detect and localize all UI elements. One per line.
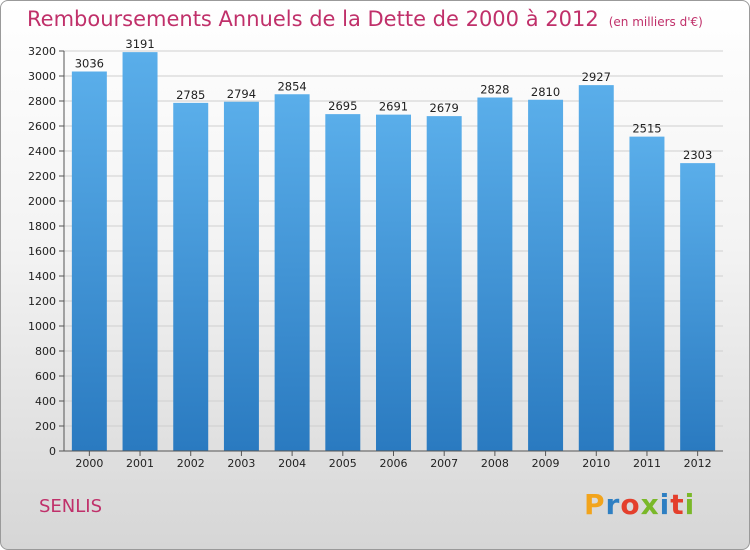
bar-2010 [578, 85, 614, 451]
y-tick-label: 2600 [28, 120, 56, 133]
data-label: 2785 [176, 88, 205, 102]
axes: 0 200 400 600 800 1000 1200 1400 1600 1800 2000 220… [28, 45, 723, 470]
y-tick-label: 2800 [28, 95, 56, 108]
bar-2006 [376, 114, 411, 451]
y-tick-label: 200 [35, 420, 56, 433]
bar-2005 [325, 114, 361, 451]
x-tick-label: 2009 [532, 457, 560, 470]
chart-title-text: Remboursements Annuels de la Dette de 20… [27, 7, 599, 31]
bar-2004 [274, 94, 310, 451]
data-label: 2695 [328, 99, 357, 113]
y-tick-label: 1800 [28, 220, 56, 233]
bar-2003 [223, 101, 259, 451]
y-tick-label: 3200 [28, 45, 56, 58]
x-tick-label: 2001 [126, 457, 154, 470]
y-tick-label: 600 [35, 370, 56, 383]
bars [71, 52, 716, 451]
bar-2000 [71, 71, 107, 451]
bar-2012 [680, 163, 716, 451]
bar-2007 [426, 116, 462, 451]
data-label: 2691 [379, 100, 408, 114]
y-tick-label: 2400 [28, 145, 56, 158]
y-tick-label: 1000 [28, 320, 56, 333]
city-name: SENLIS [39, 496, 103, 517]
data-label: 2854 [277, 79, 306, 93]
labels: 3036 3191 2785 2794 2854 2695 2691 2679 2828 2810… [75, 37, 713, 162]
chart-unit: (en milliers d'€) [608, 15, 703, 29]
y-tick-label: 1400 [28, 270, 56, 283]
proxiti-logo: Proxiti [584, 488, 696, 521]
bar-2001 [122, 52, 158, 451]
chart-title: Remboursements Annuels de la Dette de 20… [27, 7, 703, 31]
bar-2011 [629, 136, 665, 451]
y-tick-label: 2200 [28, 170, 56, 183]
x-tick-label: 2006 [380, 457, 408, 470]
data-label: 2303 [683, 148, 712, 162]
x-tick-label: 2010 [582, 457, 610, 470]
x-tick-label: 2003 [227, 457, 255, 470]
data-label: 2828 [480, 83, 509, 97]
bar-2002 [173, 102, 209, 451]
data-label: 3191 [125, 37, 154, 51]
x-tick-label: 2000 [75, 457, 103, 470]
data-label: 2810 [531, 85, 560, 99]
y-tick-label: 2000 [28, 195, 56, 208]
data-label: 2515 [632, 122, 661, 136]
y-tick-label: 0 [49, 445, 56, 458]
y-tick-label: 1200 [28, 295, 56, 308]
bar-2008 [477, 97, 513, 451]
x-tick-label: 2002 [177, 457, 205, 470]
bar-2009 [528, 99, 564, 451]
y-tick-label: 1600 [28, 245, 56, 258]
x-tick-label: 2005 [329, 457, 357, 470]
y-tick-label: 3000 [28, 70, 56, 83]
x-tick-label: 2011 [633, 457, 661, 470]
y-tick-label: 800 [35, 345, 56, 358]
x-tick-label: 2008 [481, 457, 509, 470]
y-tick-label: 400 [35, 395, 56, 408]
x-tick-label: 2004 [278, 457, 306, 470]
x-tick-label: 2007 [430, 457, 458, 470]
data-label: 2679 [430, 101, 459, 115]
data-label: 2927 [582, 70, 611, 84]
data-label: 2794 [227, 87, 256, 101]
data-label: 3036 [75, 57, 104, 71]
x-tick-label: 2012 [684, 457, 712, 470]
